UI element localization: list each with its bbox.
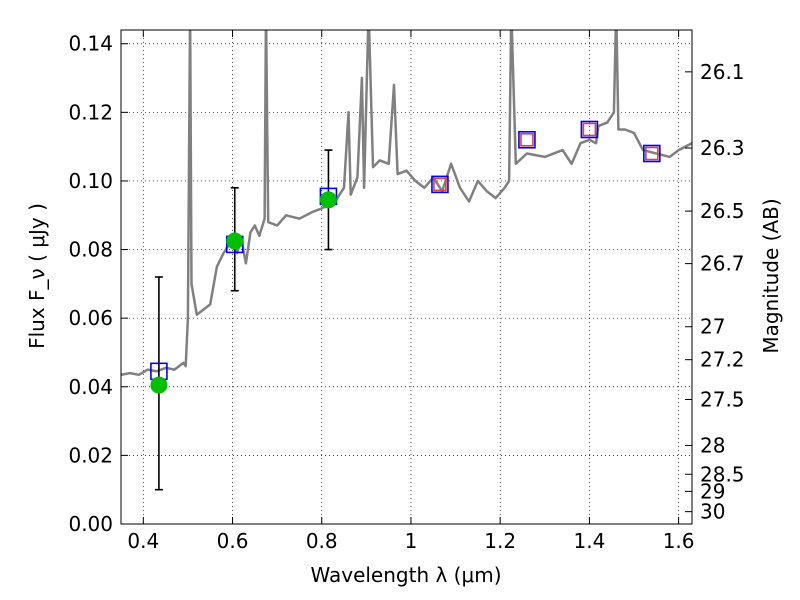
marker-layer <box>150 120 661 394</box>
y-tick-label: 0.06 <box>68 306 113 330</box>
observed-flux-point <box>150 376 168 394</box>
x-tick-label: 0.6 <box>217 529 249 553</box>
right-tick-label: 28 <box>700 433 725 457</box>
observed-flux-point <box>226 232 244 250</box>
y-tick-label: 0.04 <box>68 375 113 399</box>
observed-flux-point <box>319 191 337 209</box>
observed-limit-square <box>520 132 534 147</box>
model-photometry-square <box>580 120 599 139</box>
y-tick-label: 0.14 <box>68 32 113 56</box>
x-tick-label: 0.8 <box>306 529 338 553</box>
tick-layer: 0.4 0.6 0.8 1 1.2 1.4 1.6 0.00 0.02 0.04 0.06 0.08 0… <box>68 30 745 553</box>
observed-limit-square <box>645 146 659 161</box>
right-tick-label: 26.5 <box>700 199 745 223</box>
right-tick-label: 27 <box>700 315 725 339</box>
grid <box>121 30 692 525</box>
y-axis-label: Flux F_ν ( μJy ) <box>25 203 49 349</box>
model-photometry-square <box>431 175 449 194</box>
y-tick-label: 0.02 <box>68 443 113 467</box>
y-tick-label: 0.10 <box>68 169 113 193</box>
plot-frame <box>120 29 693 525</box>
model-photometry-square <box>643 144 661 163</box>
y-tick-label: 0.08 <box>68 238 113 262</box>
right-tick-label: 26.1 <box>700 60 745 84</box>
right-tick-label: 27.2 <box>700 348 745 372</box>
right-tick-label: 26.3 <box>700 136 745 160</box>
right-axis-label: Magnitude (AB) <box>759 198 783 353</box>
x-axis-label: Wavelength λ (μm) <box>310 563 501 587</box>
x-tick-label: 1.4 <box>573 529 605 553</box>
x-tick-label: 1.6 <box>663 529 695 553</box>
x-tick-label: 0.4 <box>127 529 159 553</box>
x-tick-label: 1 <box>405 529 418 553</box>
x-tick-label: 1.2 <box>484 529 516 553</box>
right-tick-label: 29 <box>700 479 725 503</box>
spectrum-line <box>121 30 692 377</box>
right-tick-label: 26.7 <box>700 252 745 276</box>
model-photometry-square <box>518 130 536 149</box>
observed-limit-square <box>582 122 597 137</box>
right-tick-label: 27.5 <box>700 387 745 411</box>
right-tick-label: 30 <box>700 500 725 524</box>
errorbar-layer <box>154 149 333 491</box>
right-tick-label: 28.5 <box>700 462 745 486</box>
y-tick-label: 0.12 <box>68 100 113 124</box>
observed-limit-square <box>433 177 447 192</box>
spectrum-layer <box>121 30 692 377</box>
y-tick-label: 0.00 <box>68 512 113 536</box>
